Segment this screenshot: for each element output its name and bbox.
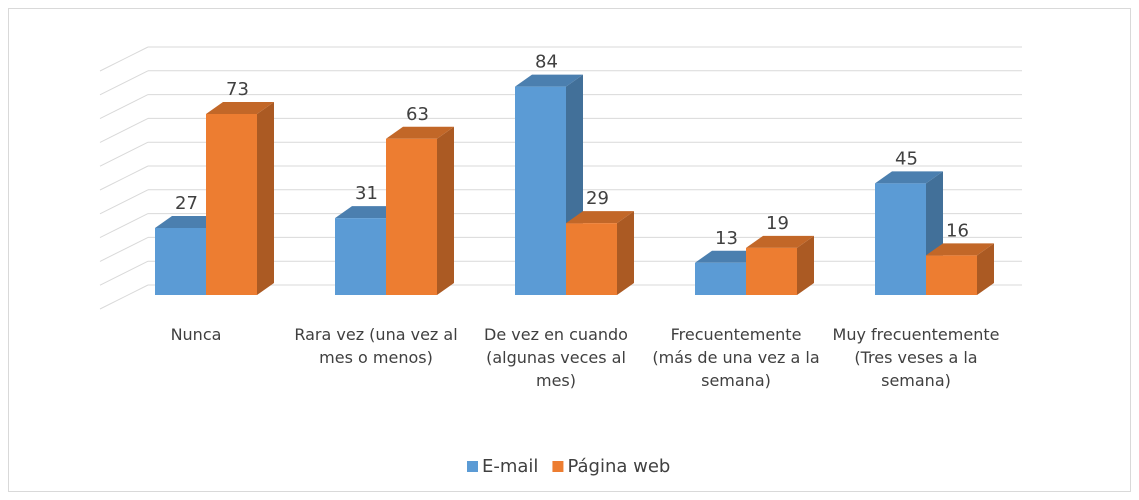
legend-label: E-mail bbox=[482, 456, 538, 477]
grid-line-side bbox=[99, 46, 149, 72]
grid-line-side bbox=[99, 260, 149, 286]
value-label: 29 bbox=[586, 188, 609, 209]
x-tick-label: Muy frecuentemente (Tres veses a la sema… bbox=[832, 325, 1000, 390]
bar bbox=[746, 235, 814, 295]
legend-swatch bbox=[467, 461, 478, 472]
bar-top bbox=[926, 243, 994, 256]
bar-front bbox=[335, 218, 386, 295]
bar bbox=[566, 211, 634, 295]
bar-side bbox=[257, 101, 274, 296]
grid-line-side bbox=[99, 165, 149, 191]
bar-front bbox=[926, 255, 977, 295]
x-tick-label: Nunca bbox=[170, 325, 222, 344]
value-label: 16 bbox=[946, 220, 969, 241]
grid-line-side bbox=[99, 213, 149, 239]
bar-side bbox=[437, 126, 454, 295]
grid-line-side bbox=[99, 236, 149, 262]
bar bbox=[206, 101, 274, 296]
bar-side bbox=[797, 235, 814, 295]
bar-front bbox=[515, 86, 566, 296]
grid-line-side bbox=[99, 117, 149, 143]
bar-front bbox=[206, 113, 257, 296]
grid-line-side bbox=[99, 94, 149, 120]
bar-side bbox=[977, 243, 994, 295]
bar-top bbox=[386, 126, 454, 139]
bar-top bbox=[206, 101, 274, 114]
value-label: 13 bbox=[715, 228, 738, 249]
bar-top bbox=[566, 211, 634, 224]
grid-line-side bbox=[99, 70, 149, 96]
grid-line-side bbox=[99, 284, 149, 310]
x-tick-label: Rara vez (una vez al mes o menos) bbox=[294, 325, 458, 367]
value-label: 63 bbox=[406, 104, 429, 125]
bar-top bbox=[875, 171, 943, 184]
bar-front bbox=[746, 247, 797, 295]
value-label: 45 bbox=[895, 148, 918, 169]
bar-top bbox=[746, 235, 814, 248]
legend-label: Página web bbox=[567, 456, 670, 477]
legend-swatch bbox=[552, 461, 564, 472]
bar bbox=[926, 243, 994, 295]
bar-side bbox=[617, 211, 634, 295]
grid-line-side bbox=[99, 189, 149, 215]
value-label: 19 bbox=[766, 213, 789, 234]
bar-top bbox=[515, 74, 583, 87]
bar-front bbox=[155, 228, 206, 295]
bar bbox=[386, 126, 454, 295]
value-label: 27 bbox=[175, 193, 198, 214]
x-tick-label: Frecuentemente (más de una vez a la sema… bbox=[652, 325, 820, 390]
bar-front bbox=[695, 262, 746, 295]
value-label: 84 bbox=[535, 52, 558, 73]
bar-front bbox=[386, 138, 437, 295]
value-label: 31 bbox=[355, 183, 378, 204]
x-tick-label: De vez en cuando (algunas veces al mes) bbox=[484, 325, 628, 390]
bar-front bbox=[566, 223, 617, 295]
grid-line-side bbox=[99, 141, 149, 167]
bar-front bbox=[875, 183, 926, 295]
value-label: 73 bbox=[226, 79, 249, 100]
